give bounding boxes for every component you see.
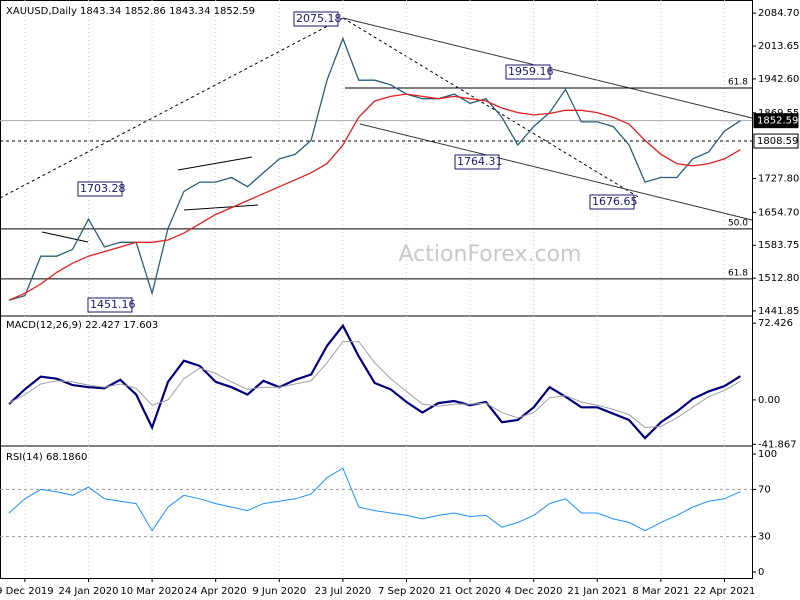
- y-tick-label: 0.00: [758, 395, 780, 406]
- y-tick-label: 2084.70: [758, 8, 799, 19]
- y-tick-label: 30: [758, 532, 771, 543]
- series-line: [8, 323, 741, 440]
- price-box: [753, 133, 799, 149]
- swing-box: [589, 194, 635, 210]
- y-tick-label: 1942.60: [758, 74, 799, 85]
- x-tick-label: 24 Jan 2020: [59, 586, 119, 597]
- panel-title: MACD(12,26,9) 22.427 17.603: [6, 320, 158, 331]
- pattern-line: [177, 156, 253, 171]
- y-tick-label: 1512.80: [758, 273, 799, 284]
- fib-label: 50.0: [728, 218, 748, 228]
- chart-title: XAUUSD,Daily 1843.34 1852.86 1843.34 185…: [6, 6, 255, 17]
- y-tick-label: -41.867: [758, 439, 797, 450]
- x-tick-label: 4 Dec 2020: [505, 586, 563, 597]
- swing-label: 1676.65: [592, 195, 638, 208]
- swing-label: 2075.18: [296, 12, 342, 25]
- swing-label: 1703.28: [80, 182, 126, 195]
- y-tick-label: 72.426: [758, 318, 793, 329]
- x-tick-label: 8 Mar 2021: [632, 586, 689, 597]
- x-tick-label: 24 Apr 2020: [185, 586, 247, 597]
- x-tick-label: 7 Sep 2020: [378, 586, 435, 597]
- pattern-line: [183, 204, 259, 211]
- pattern-line: [41, 231, 89, 243]
- series-line: [8, 467, 741, 532]
- y-tick-label: 70: [758, 484, 771, 495]
- series-line: [8, 36, 741, 301]
- y-tick-label: 0: [758, 567, 764, 578]
- fib-label: 61.8: [728, 78, 748, 88]
- swing-box: [87, 297, 133, 313]
- series-line: [8, 93, 741, 301]
- swing-label: 1959.16: [508, 65, 554, 78]
- x-tick-label: 22 Apr 2021: [694, 586, 756, 597]
- y-tick-label: 100: [758, 449, 777, 460]
- channel-line: [359, 123, 753, 221]
- x-tick-label: 9 Dec 2019: [0, 586, 54, 597]
- x-tick-label: 21 Jan 2021: [567, 586, 627, 597]
- frame: [0, 0, 753, 579]
- x-tick-label: 9 Jun 2020: [252, 586, 306, 597]
- swing-box: [77, 181, 123, 197]
- swing-label: 1764.31: [457, 155, 503, 168]
- fib-label: 61.8: [728, 268, 748, 278]
- y-tick-label: 1727.80: [758, 173, 799, 184]
- swing-box: [293, 11, 339, 27]
- panel-title: RSI(14) 68.1860: [6, 452, 87, 463]
- price-label: 1852.59: [757, 116, 798, 127]
- x-tick-label: 21 Oct 2020: [439, 586, 501, 597]
- price-box: [753, 113, 799, 129]
- y-tick-label: 2013.65: [758, 41, 799, 52]
- swing-box: [454, 154, 500, 170]
- price-label: 1808.59: [757, 136, 798, 147]
- x-tick-label: 23 Jul 2020: [315, 586, 372, 597]
- y-tick-label: 1441.85: [758, 306, 799, 317]
- swing-label: 1451.16: [90, 298, 136, 311]
- y-tick-label: 1654.70: [758, 207, 799, 218]
- series-line: [8, 341, 741, 429]
- x-tick-label: 10 Mar 2020: [120, 586, 183, 597]
- trendline: [342, 17, 641, 199]
- y-tick-label: 1583.75: [758, 240, 799, 251]
- swing-box: [505, 64, 551, 80]
- watermark: ActionForex.com: [399, 242, 582, 267]
- trendline: [0, 17, 344, 199]
